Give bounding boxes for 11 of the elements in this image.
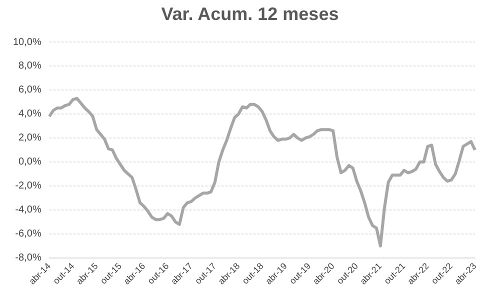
y-tick-label: -4,0% <box>15 204 42 216</box>
y-tick-label: 4,0% <box>18 108 42 120</box>
y-tick-label: 6,0% <box>18 84 42 96</box>
y-tick-label: 2,0% <box>18 132 42 144</box>
y-tick-label: -6,0% <box>15 228 42 240</box>
y-tick-label: 10,0% <box>12 36 42 48</box>
y-tick-label: 0,0% <box>18 156 42 168</box>
y-tick-label: -8,0% <box>15 252 42 264</box>
chart-title: Var. Acum. 12 meses <box>160 4 340 25</box>
y-tick-label: -2,0% <box>15 180 42 192</box>
y-tick-label: 8,0% <box>18 60 42 72</box>
